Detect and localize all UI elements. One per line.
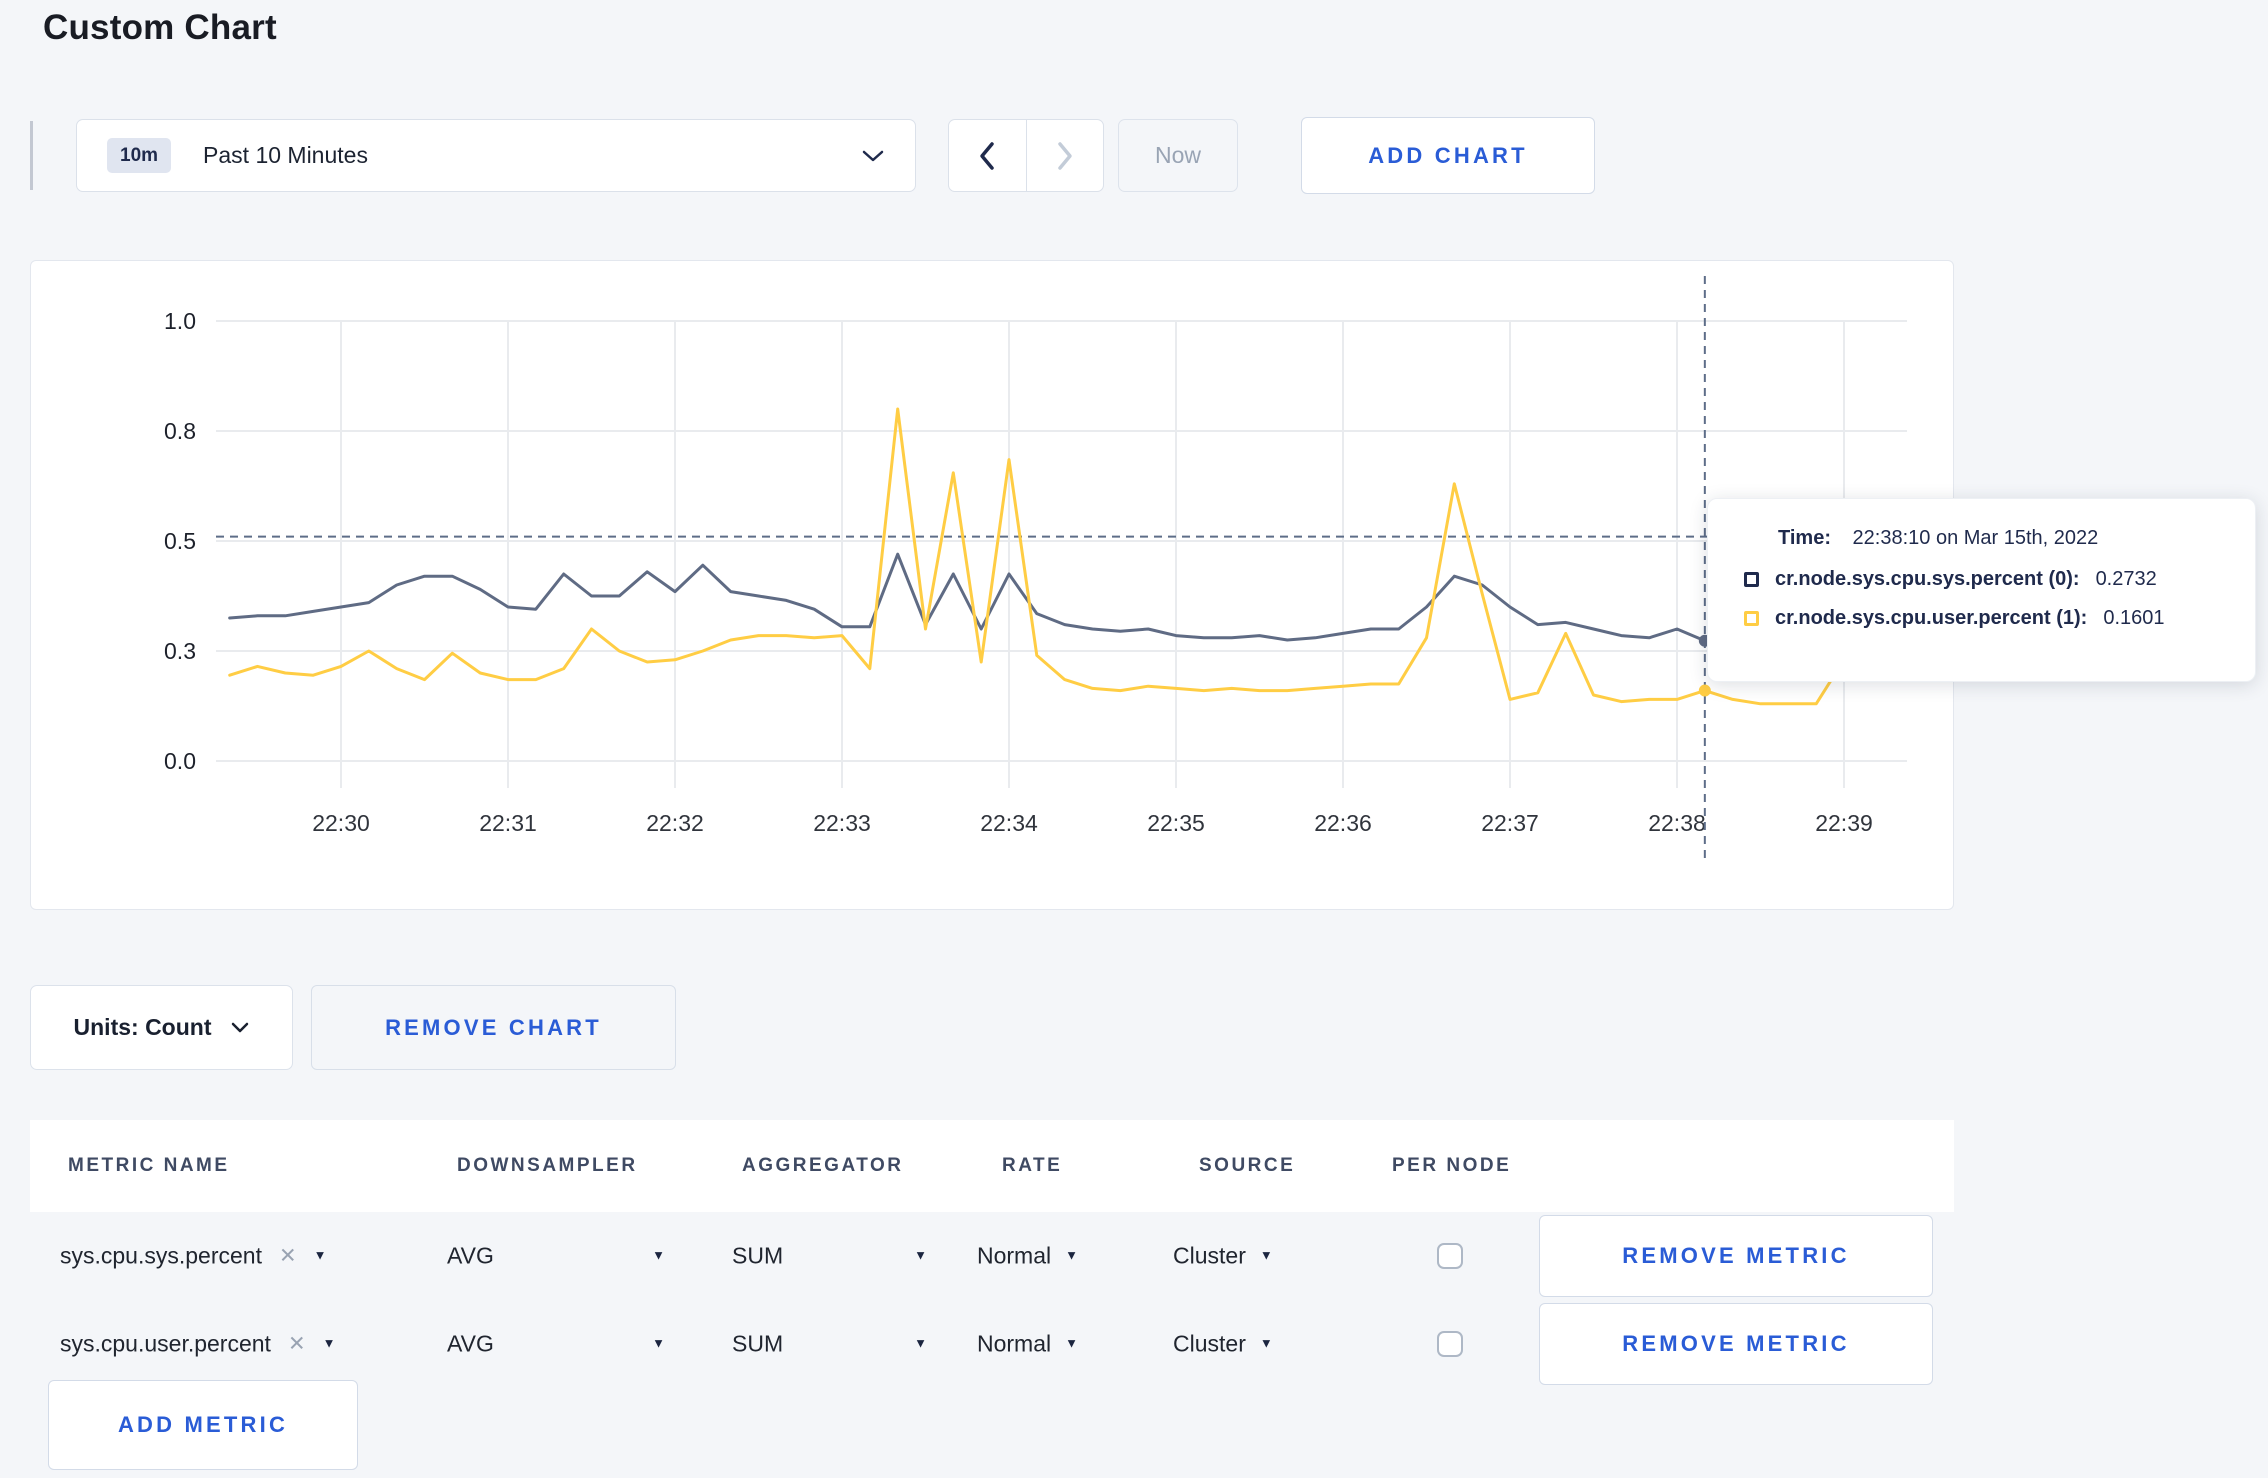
chevron-right-icon	[1056, 141, 1074, 171]
downsampler-value: AVG	[447, 1330, 494, 1357]
tooltip-series-swatch-1	[1744, 611, 1759, 626]
x-axis-tick-label: 22:38	[1648, 810, 1706, 836]
clear-metric-icon[interactable]: ✕	[287, 1332, 306, 1356]
column-header-per-node: PER NODE	[1392, 1155, 1512, 1176]
x-axis-tick-label: 22:36	[1314, 810, 1372, 836]
x-axis-tick-label: 22:30	[312, 810, 370, 836]
source-select[interactable]: Cluster ▼	[1173, 1243, 1273, 1270]
metric-name-dropdown[interactable]: sys.cpu.sys.percent ✕ ▼	[60, 1243, 326, 1270]
tooltip-series-label: cr.node.sys.cpu.user.percent (1):	[1775, 607, 2088, 629]
downsampler-select[interactable]: AVG ▼	[447, 1243, 665, 1270]
series-line-1	[228, 407, 1902, 706]
aggregator-select[interactable]: SUM ▼	[732, 1331, 927, 1358]
time-range-badge: 10m	[107, 138, 172, 173]
add-metric-button[interactable]: ADD METRIC	[48, 1380, 358, 1470]
metric-name-value: sys.cpu.sys.percent	[60, 1242, 262, 1269]
source-select[interactable]: Cluster ▼	[1173, 1331, 1273, 1358]
metric-row: sys.cpu.user.percent ✕ ▼ AVG ▼ SUM ▼ Nor…	[30, 1300, 1954, 1388]
remove-metric-button[interactable]: REMOVE METRIC	[1539, 1303, 1933, 1385]
source-value: Cluster	[1173, 1330, 1246, 1357]
time-range-dropdown[interactable]: 10m Past 10 Minutes	[76, 119, 916, 192]
chevron-down-icon	[231, 1022, 249, 1033]
series-line-0	[228, 552, 1902, 643]
caret-down-icon: ▼	[1259, 1247, 1273, 1263]
per-node-checkbox[interactable]	[1437, 1331, 1463, 1357]
x-axis-tick-label: 22:37	[1481, 810, 1539, 836]
caret-down-icon: ▼	[313, 1247, 327, 1263]
y-axis-tick-label: 0.3	[164, 638, 196, 664]
tooltip-time-row: Time: 22:38:10 on Mar 15th, 2022	[1778, 527, 2231, 550]
caret-down-icon: ▼	[322, 1335, 336, 1351]
metric-row: sys.cpu.sys.percent ✕ ▼ AVG ▼ SUM ▼ Norm…	[30, 1212, 1954, 1300]
tooltip-series-value: 0.2732	[2095, 568, 2157, 590]
caret-down-icon: ▼	[652, 1335, 665, 1351]
metric-name-value: sys.cpu.user.percent	[60, 1330, 271, 1357]
column-header-downsampler: DOWNSAMPLER	[457, 1155, 638, 1176]
source-value: Cluster	[1173, 1242, 1246, 1269]
units-label: Units: Count	[73, 1014, 212, 1040]
rate-value: Normal	[977, 1242, 1052, 1269]
caret-down-icon: ▼	[914, 1247, 927, 1263]
x-axis-tick-label: 22:39	[1815, 810, 1873, 836]
remove-chart-button[interactable]: REMOVE CHART	[311, 985, 676, 1070]
rate-select[interactable]: Normal ▼	[977, 1243, 1078, 1270]
caret-down-icon: ▼	[1065, 1247, 1078, 1263]
time-pager	[948, 119, 1104, 192]
column-header-metric-name: METRIC NAME	[68, 1155, 230, 1176]
aggregator-value: SUM	[732, 1242, 784, 1269]
y-axis-tick-label: 0.5	[164, 528, 196, 554]
tooltip-series-swatch-0	[1744, 572, 1759, 587]
rate-value: Normal	[977, 1330, 1052, 1357]
column-header-aggregator: AGGREGATOR	[742, 1155, 904, 1176]
tooltip-time-label: Time:	[1778, 527, 1831, 549]
x-axis-tick-label: 22:31	[479, 810, 537, 836]
tooltip-series-label: cr.node.sys.cpu.sys.percent (0):	[1775, 568, 2080, 590]
now-button[interactable]: Now	[1118, 119, 1238, 192]
metrics-table-header: METRIC NAME DOWNSAMPLER AGGREGATOR RATE …	[30, 1120, 1954, 1212]
chevron-down-icon	[861, 149, 885, 163]
y-axis-tick-label: 1.0	[164, 308, 196, 334]
caret-down-icon: ▼	[1259, 1335, 1273, 1351]
next-interval-button[interactable]	[1025, 120, 1104, 191]
column-header-rate: RATE	[1002, 1155, 1063, 1176]
x-axis-tick-label: 22:33	[813, 810, 871, 836]
tooltip-time-value: 22:38:10 on Mar 15th, 2022	[1852, 527, 2099, 549]
time-range-label: Past 10 Minutes	[203, 142, 368, 168]
rate-select[interactable]: Normal ▼	[977, 1331, 1078, 1358]
prev-interval-button[interactable]	[949, 120, 1026, 191]
x-axis-tick-label: 22:32	[646, 810, 704, 836]
x-axis-tick-label: 22:34	[980, 810, 1038, 836]
tooltip-series-value: 0.1601	[2103, 607, 2165, 629]
aggregator-select[interactable]: SUM ▼	[732, 1243, 927, 1270]
y-axis-tick-label: 0.8	[164, 418, 196, 444]
tooltip-series-row: cr.node.sys.cpu.sys.percent (0): 0.2732	[1744, 568, 2231, 591]
add-chart-button[interactable]: ADD CHART	[1301, 117, 1595, 194]
chart-hover-tooltip: Time: 22:38:10 on Mar 15th, 2022 cr.node…	[1707, 498, 2256, 682]
remove-metric-button[interactable]: REMOVE METRIC	[1539, 1215, 1933, 1297]
units-dropdown[interactable]: Units: Count	[30, 985, 293, 1070]
toolbar-left-divider	[30, 121, 33, 190]
clear-metric-icon[interactable]: ✕	[278, 1244, 297, 1268]
caret-down-icon: ▼	[652, 1247, 665, 1263]
downsampler-select[interactable]: AVG ▼	[447, 1331, 665, 1358]
per-node-checkbox[interactable]	[1437, 1243, 1463, 1269]
column-header-source: SOURCE	[1199, 1155, 1296, 1176]
aggregator-value: SUM	[732, 1330, 784, 1357]
page-title: Custom Chart	[43, 8, 277, 47]
tooltip-series-row: cr.node.sys.cpu.user.percent (1): 0.1601	[1744, 607, 2231, 630]
cpu-percent-line-chart[interactable]: 0.0 0.3 0.5 0.8 1.0 22:30 22:31 22:32 22:33 22:34…	[31, 261, 1952, 908]
custom-chart-card: 0.0 0.3 0.5 0.8 1.0 22:30 22:31 22:32 22:33 22:34…	[30, 260, 1954, 910]
caret-down-icon: ▼	[1065, 1335, 1078, 1351]
y-axis-tick-label: 0.0	[164, 748, 196, 774]
chevron-left-icon	[978, 141, 996, 171]
x-axis-tick-label: 22:35	[1147, 810, 1205, 836]
metric-name-dropdown[interactable]: sys.cpu.user.percent ✕ ▼	[60, 1331, 335, 1358]
caret-down-icon: ▼	[914, 1335, 927, 1351]
crosshair-point-1	[1698, 684, 1711, 697]
downsampler-value: AVG	[447, 1242, 494, 1269]
